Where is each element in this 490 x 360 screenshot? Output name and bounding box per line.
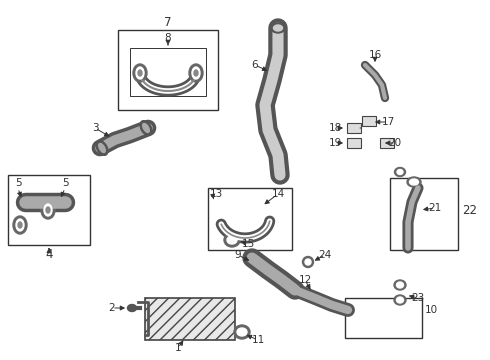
- Bar: [347, 123, 361, 133]
- Ellipse shape: [273, 25, 283, 31]
- Ellipse shape: [18, 222, 22, 228]
- Ellipse shape: [143, 123, 149, 132]
- Ellipse shape: [396, 282, 403, 288]
- Bar: [118, 30, 218, 110]
- Text: 6: 6: [252, 60, 258, 70]
- Bar: [362, 116, 376, 126]
- Ellipse shape: [394, 295, 406, 305]
- Bar: [347, 138, 361, 148]
- Text: 21: 21: [428, 203, 441, 213]
- Text: 17: 17: [381, 117, 394, 127]
- Ellipse shape: [140, 121, 152, 135]
- Text: 14: 14: [271, 189, 285, 199]
- Ellipse shape: [96, 141, 108, 156]
- Ellipse shape: [46, 207, 50, 213]
- Ellipse shape: [305, 259, 311, 265]
- Ellipse shape: [227, 236, 237, 244]
- Text: 15: 15: [242, 239, 255, 249]
- Bar: [145, 298, 235, 340]
- Text: 22: 22: [462, 203, 477, 216]
- Ellipse shape: [224, 233, 240, 247]
- Bar: [8, 175, 90, 245]
- Ellipse shape: [394, 280, 406, 290]
- Text: 11: 11: [251, 335, 265, 345]
- Text: 9: 9: [235, 250, 241, 260]
- Text: 1: 1: [175, 343, 181, 353]
- Ellipse shape: [189, 64, 203, 82]
- Bar: [345, 298, 422, 338]
- Text: 16: 16: [368, 50, 382, 60]
- Text: 3: 3: [92, 123, 98, 133]
- Ellipse shape: [397, 170, 403, 175]
- Text: 18: 18: [328, 123, 342, 133]
- Text: 8: 8: [165, 33, 172, 43]
- Ellipse shape: [237, 328, 247, 336]
- Text: 19: 19: [328, 138, 342, 148]
- Bar: [390, 178, 458, 250]
- Ellipse shape: [192, 67, 200, 79]
- Ellipse shape: [98, 144, 105, 153]
- Bar: [208, 188, 292, 250]
- Text: 10: 10: [425, 305, 438, 315]
- Ellipse shape: [13, 216, 27, 234]
- Ellipse shape: [127, 305, 137, 311]
- Ellipse shape: [41, 201, 55, 219]
- Ellipse shape: [396, 297, 403, 303]
- Bar: [380, 138, 394, 148]
- Text: 24: 24: [318, 250, 332, 260]
- Ellipse shape: [302, 256, 314, 267]
- Ellipse shape: [271, 23, 285, 33]
- Text: 20: 20: [389, 138, 402, 148]
- Ellipse shape: [133, 64, 147, 82]
- Text: 2: 2: [109, 303, 115, 313]
- Bar: [130, 48, 206, 96]
- Text: 13: 13: [210, 189, 223, 199]
- Ellipse shape: [44, 204, 52, 216]
- Text: 12: 12: [298, 275, 312, 285]
- Ellipse shape: [194, 70, 198, 76]
- Ellipse shape: [16, 219, 24, 231]
- Ellipse shape: [407, 177, 421, 187]
- Ellipse shape: [138, 70, 142, 76]
- Text: 7: 7: [164, 15, 172, 28]
- Text: 23: 23: [412, 293, 425, 303]
- Text: 5: 5: [15, 178, 21, 188]
- Ellipse shape: [410, 179, 418, 185]
- Text: 4: 4: [45, 248, 53, 261]
- Text: 5: 5: [62, 178, 68, 188]
- Ellipse shape: [394, 167, 406, 176]
- Ellipse shape: [234, 325, 250, 339]
- Ellipse shape: [136, 67, 144, 79]
